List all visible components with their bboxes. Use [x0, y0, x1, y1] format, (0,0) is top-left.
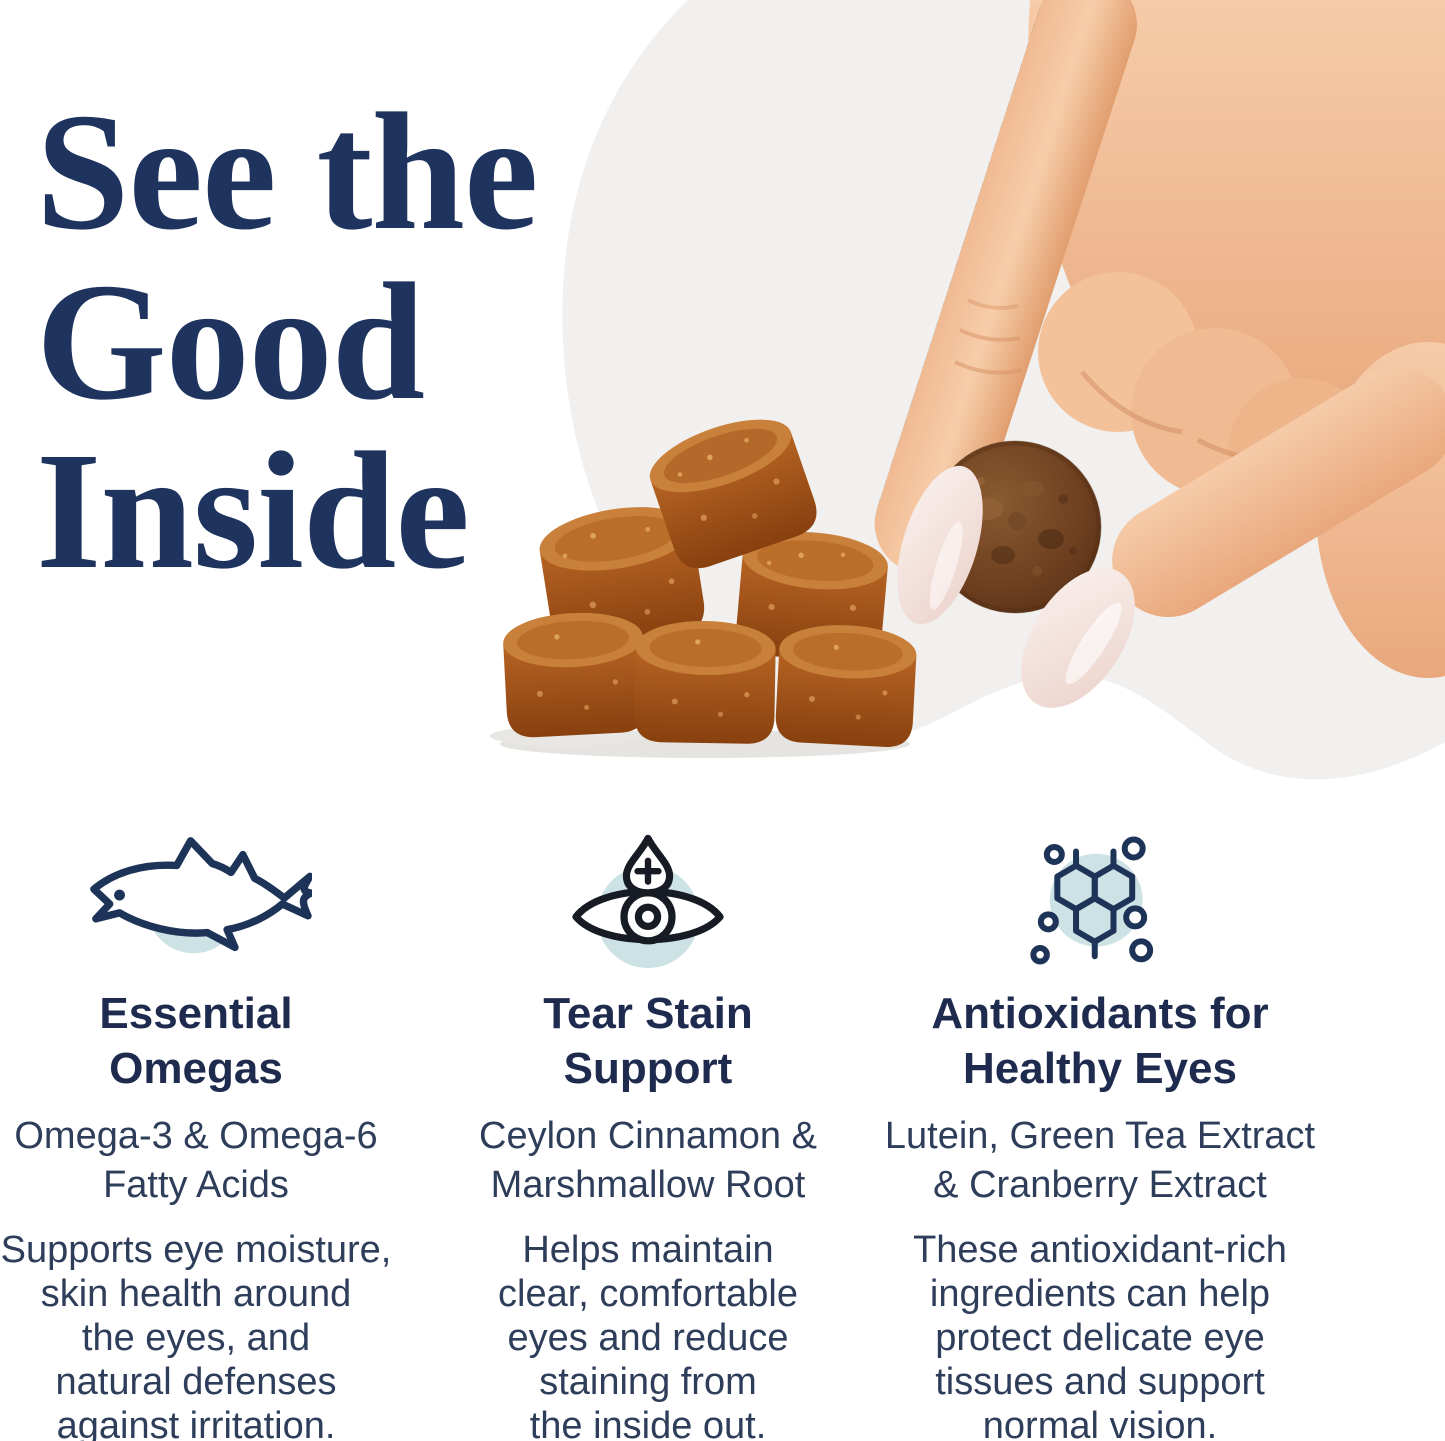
feature-subtitle: Ceylon Cinnamon & Marshmallow Root — [479, 1115, 817, 1206]
feature-title: Antioxidants for Healthy Eyes — [931, 989, 1269, 1093]
features-section: Essential Omegas Omega-3 & Omega-6 Fatty… — [0, 800, 1326, 1441]
antioxidant-molecule-icon — [874, 826, 1326, 978]
finger-wrinkle — [954, 360, 1023, 375]
page-title: See the Good Inside — [36, 79, 539, 605]
feature-antioxidants: Antioxidants for Healthy Eyes Lutein, Gr… — [874, 800, 1326, 1441]
soft-chew — [775, 625, 917, 747]
feature-subtitle: Lutein, Green Tea Extract & Cranberry Ex… — [884, 1115, 1316, 1206]
fish-icon — [0, 826, 422, 978]
feature-subtitle: Omega-3 & Omega-6 Fatty Acids — [14, 1115, 378, 1206]
soft-chew — [649, 419, 817, 569]
tear-drop-eye-icon — [422, 826, 874, 978]
soft-chew — [634, 620, 776, 744]
index-fingernail — [897, 465, 983, 625]
feature-title: Tear Stain Support — [543, 989, 753, 1093]
feature-title: Essential Omegas — [99, 989, 293, 1093]
feature-body: Supports eye moisture, skin health aroun… — [0, 1229, 392, 1441]
finger-wrinkle — [959, 328, 1021, 342]
thumb-fingernail — [1021, 568, 1135, 708]
feature-body: Helps maintain clear, comfortable eyes a… — [498, 1229, 798, 1441]
thumb — [1112, 366, 1445, 618]
hero-section: See the Good Inside — [36, 0, 1445, 780]
index-finger — [874, 0, 1137, 574]
hand — [874, 0, 1445, 708]
finger-crease — [1080, 370, 1183, 435]
feature-body: These antioxidant-rich ingredients can h… — [913, 1229, 1287, 1441]
feature-essential-omegas: Essential Omegas Omega-3 & Omega-6 Fatty… — [0, 800, 422, 1441]
hero-photo — [490, 0, 1445, 780]
soft-chew — [503, 612, 647, 738]
finger-wrinkle — [967, 298, 1019, 310]
feature-tear-stain-support: Tear Stain Support Ceylon Cinnamon & Mar… — [422, 800, 874, 1441]
chew-pile — [503, 419, 917, 747]
